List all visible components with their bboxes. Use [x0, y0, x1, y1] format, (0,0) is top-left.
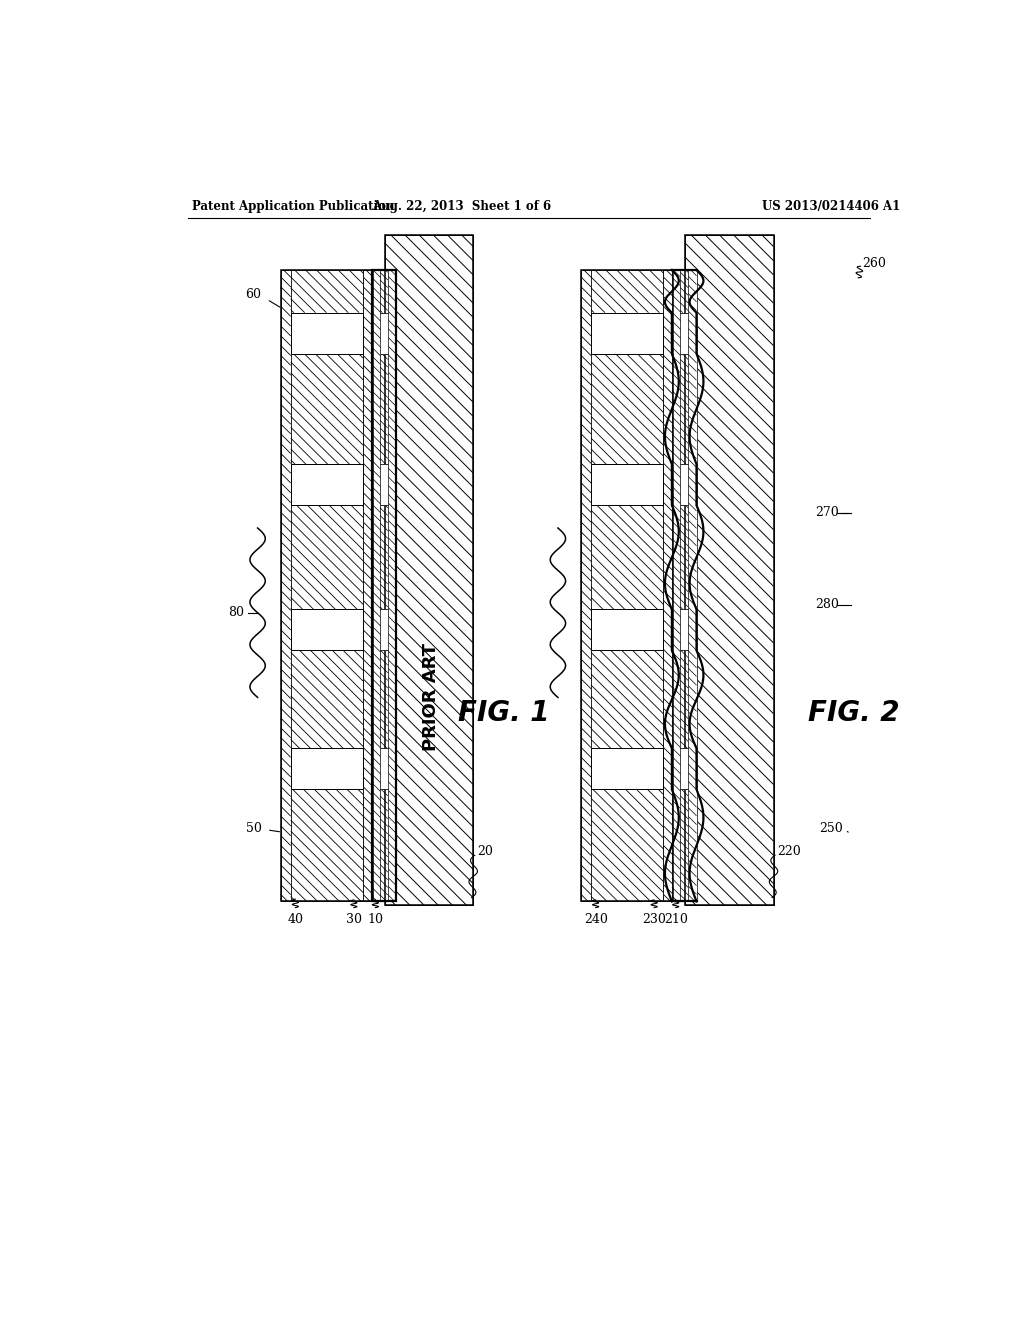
Bar	[591, 313, 664, 354]
Bar	[685, 235, 773, 906]
Bar	[281, 271, 373, 902]
Bar	[581, 271, 674, 902]
Bar	[591, 610, 664, 651]
Bar	[291, 610, 364, 651]
Bar	[385, 235, 473, 906]
Text: 20: 20	[477, 845, 493, 858]
Bar	[380, 465, 388, 506]
Bar	[291, 354, 364, 465]
Bar	[581, 271, 674, 902]
Text: 240: 240	[584, 913, 607, 927]
Bar	[680, 789, 688, 902]
Text: 250: 250	[819, 822, 843, 834]
Text: 10: 10	[368, 913, 383, 927]
Bar	[281, 271, 373, 902]
Text: 230: 230	[642, 913, 666, 927]
Bar	[591, 506, 664, 610]
Bar	[672, 271, 696, 902]
Bar	[291, 271, 364, 902]
Bar	[685, 235, 773, 906]
Text: Patent Application Publication: Patent Application Publication	[193, 199, 394, 213]
Bar	[680, 271, 688, 313]
Bar	[385, 235, 473, 906]
Bar	[291, 651, 364, 748]
Bar	[291, 506, 364, 610]
Bar	[380, 354, 388, 465]
Text: 80: 80	[228, 606, 245, 619]
Bar	[281, 271, 291, 902]
Text: 40: 40	[288, 913, 303, 927]
Bar	[680, 748, 688, 789]
Text: 260: 260	[862, 257, 886, 271]
Bar	[591, 465, 664, 506]
Bar	[680, 313, 688, 354]
Bar	[372, 271, 396, 902]
Bar	[591, 651, 664, 748]
Text: 210: 210	[664, 913, 688, 927]
Bar	[380, 506, 388, 610]
Bar	[372, 271, 396, 902]
Bar	[291, 271, 364, 313]
Text: FIG. 1: FIG. 1	[458, 698, 549, 727]
Bar	[364, 271, 373, 902]
Text: 50: 50	[246, 822, 261, 834]
Bar	[380, 313, 388, 354]
Bar	[680, 651, 688, 748]
Text: US 2013/0214406 A1: US 2013/0214406 A1	[762, 199, 900, 213]
Bar	[680, 506, 688, 610]
Bar	[380, 271, 388, 313]
Text: PRIOR ART: PRIOR ART	[422, 643, 440, 751]
Bar	[581, 271, 591, 902]
Bar	[680, 354, 688, 465]
Bar	[291, 748, 364, 789]
Text: 60: 60	[246, 288, 261, 301]
Text: 220: 220	[777, 845, 801, 858]
Bar	[380, 651, 388, 748]
Bar	[680, 465, 688, 506]
Bar	[380, 610, 388, 651]
Text: FIG. 2: FIG. 2	[808, 698, 900, 727]
Bar	[591, 354, 664, 465]
Bar	[291, 465, 364, 506]
Bar	[591, 271, 664, 902]
Text: 30: 30	[346, 913, 361, 927]
Text: 280: 280	[815, 598, 839, 611]
Bar	[664, 271, 674, 902]
Text: 270: 270	[815, 506, 839, 519]
Bar	[591, 748, 664, 789]
Bar	[591, 271, 664, 313]
Bar	[291, 789, 364, 902]
Text: Aug. 22, 2013  Sheet 1 of 6: Aug. 22, 2013 Sheet 1 of 6	[372, 199, 551, 213]
Bar	[380, 789, 388, 902]
Bar	[291, 313, 364, 354]
Bar	[591, 789, 664, 902]
Bar	[680, 610, 688, 651]
Bar	[380, 748, 388, 789]
